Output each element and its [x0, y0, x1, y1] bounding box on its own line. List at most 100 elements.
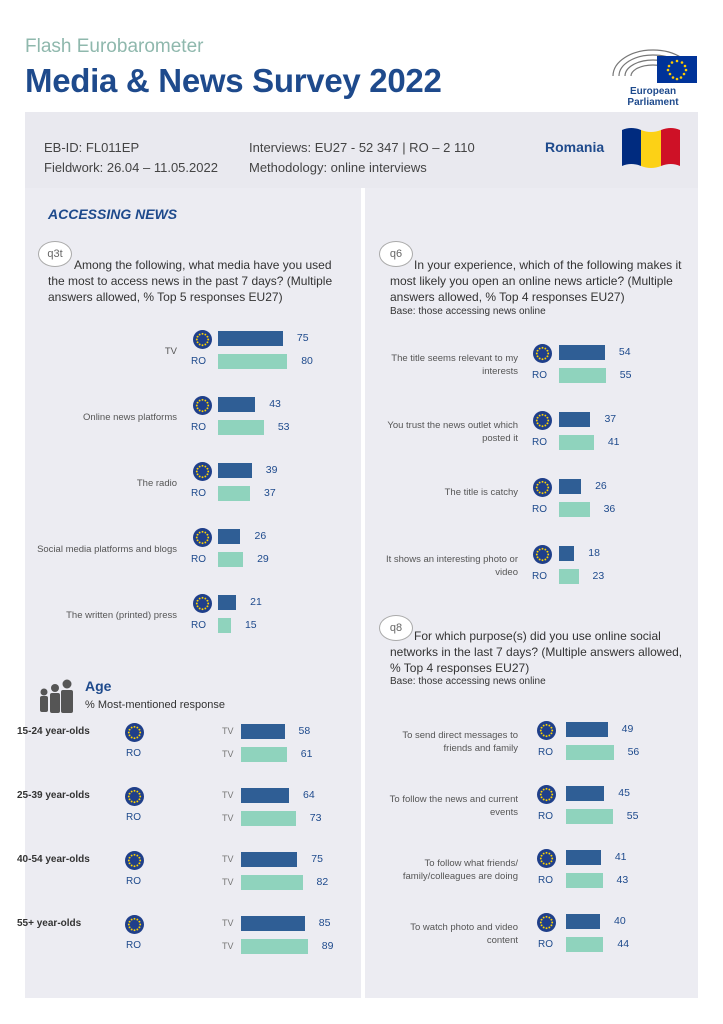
category-label: The radio [136, 478, 177, 489]
eu27-bar [218, 331, 283, 346]
eu27-value: 49 [621, 723, 634, 735]
age-subtitle: % Most-mentioned response [85, 699, 226, 711]
ro-value: 55 [626, 810, 639, 822]
q6-question: In your experience, which of the followi… [390, 258, 682, 304]
ro-value: 29 [257, 553, 269, 565]
category-label: You trust the news outlet which posted i… [387, 420, 518, 444]
eu27-bar [566, 786, 605, 801]
eu27-bar [559, 479, 582, 494]
ro-bar [241, 875, 303, 890]
eu27-bar [218, 463, 252, 478]
eu27-value: 21 [250, 596, 262, 608]
logo-label: European Parliament [627, 86, 679, 108]
ro-bar [218, 486, 250, 501]
eu27-value: 64 [303, 789, 315, 801]
eu27-bar [218, 595, 237, 610]
ro-label: RO [126, 876, 141, 887]
ro-label: RO [191, 422, 206, 433]
ro-bar [241, 939, 308, 954]
eu27-value: 45 [618, 787, 630, 799]
ro-bar [559, 569, 579, 584]
eu27-value: 85 [318, 917, 331, 929]
eu27-value: 41 [614, 851, 627, 863]
romania-flag-icon [622, 128, 680, 168]
country-name: Romania [545, 139, 605, 155]
category-label: To send direct messages to friends and f… [402, 730, 518, 754]
ro-label: RO [538, 875, 553, 886]
eu27-bar [559, 345, 605, 360]
eu27-bar [559, 412, 591, 427]
tv-label: TV [222, 726, 234, 736]
eu27-value: 58 [298, 725, 311, 737]
methodology: Methodology: online interviews [249, 160, 427, 175]
eu27-bar [566, 850, 601, 865]
eu-flag-icon [125, 787, 144, 806]
age-group-label: 15-24 year-olds [17, 726, 90, 737]
ro-value: 82 [316, 876, 329, 888]
ro-bar [559, 368, 606, 383]
eu-flag-icon [537, 721, 556, 740]
age-group-label: 40-54 year-olds [17, 854, 90, 865]
left-panel [25, 188, 361, 998]
eu-flag-icon [125, 851, 144, 870]
ro-label: RO [126, 812, 141, 823]
q3t-question: Among the following, what media have you… [48, 258, 333, 304]
eu27-bar [241, 788, 289, 803]
eu27-value: 75 [311, 853, 323, 865]
ro-bar [218, 420, 264, 435]
ro-value: 56 [627, 746, 640, 758]
q3t-badge: q3t [38, 241, 72, 267]
ro-bar [218, 618, 231, 633]
eu-flag-icon [125, 723, 144, 742]
eu-flag-icon [193, 528, 212, 547]
ro-label: RO [191, 488, 206, 499]
ro-value: 41 [607, 436, 620, 448]
eu27-value: 26 [595, 480, 607, 492]
eu27-bar [566, 914, 600, 929]
eu-flag-icon [537, 849, 556, 868]
ro-bar [241, 747, 287, 762]
age-group-label: 25-39 year-olds [17, 790, 90, 801]
category-label: The title seems relevant to my interests [391, 353, 518, 377]
interviews: Interviews: EU27 - 52 347 | RO – 2 110 [249, 140, 475, 155]
info-bar [25, 112, 698, 188]
ro-label: RO [538, 939, 553, 950]
category-label: The title is catchy [444, 487, 518, 498]
eu27-bar [218, 529, 241, 544]
eu-flag-icon [533, 411, 552, 430]
ro-value: 73 [309, 812, 322, 824]
eu-flag-icon [537, 785, 556, 804]
q8-badge: q8 [379, 615, 413, 641]
ro-bar [241, 811, 296, 826]
eu27-value: 43 [269, 398, 281, 410]
ro-bar [218, 354, 288, 369]
ro-bar [566, 937, 604, 952]
ro-label: RO [538, 747, 553, 758]
ro-bar [559, 435, 594, 450]
q6-badge: q6 [379, 241, 413, 267]
ro-label: RO [532, 370, 547, 381]
eu27-value: 37 [604, 413, 617, 425]
age-title: Age [85, 678, 112, 694]
category-label: Online news platforms [83, 412, 177, 423]
ro-bar [559, 502, 590, 517]
eu27-bar [241, 916, 305, 931]
info-right: Interviews: EU27 - 52 347 | RO – 2 110 M… [249, 138, 475, 178]
european-parliament-logo [612, 49, 697, 83]
eu-flag-icon [533, 545, 552, 564]
ro-bar [566, 809, 613, 824]
eu-flag-icon [193, 396, 212, 415]
eu27-bar [566, 722, 608, 737]
eu-flag-icon [193, 594, 212, 613]
ro-value: 89 [321, 940, 334, 952]
ro-label: RO [532, 504, 547, 515]
ro-value: 53 [277, 421, 290, 433]
ro-value: 15 [244, 619, 257, 631]
ro-bar [218, 552, 244, 567]
tv-label: TV [222, 877, 234, 887]
tv-label: TV [222, 749, 234, 759]
eu27-bar [218, 397, 256, 412]
tv-label: TV [222, 790, 234, 800]
ro-label: RO [538, 811, 553, 822]
eu27-value: 75 [296, 332, 309, 344]
